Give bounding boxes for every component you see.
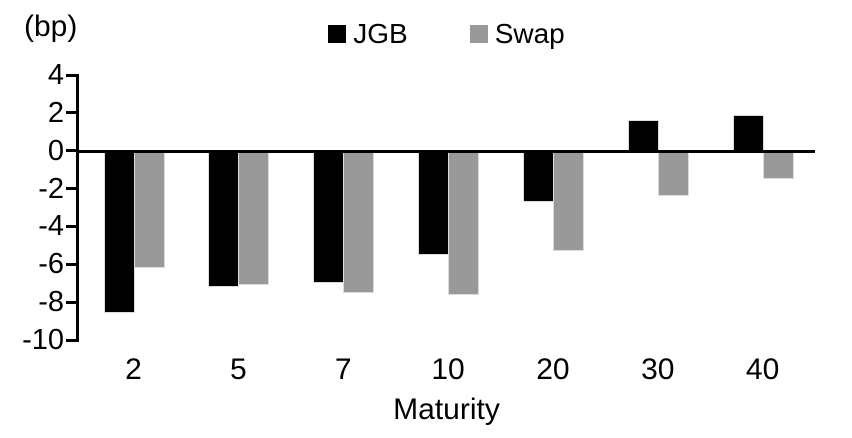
y-axis-unit-label: (bp): [24, 10, 78, 43]
x-axis-title: Maturity: [393, 393, 500, 426]
x-tick-label-10: 10: [431, 353, 465, 386]
y-tick-label: -4: [38, 210, 64, 243]
bar-jgb-7: [313, 150, 345, 284]
y-tick-label: -2: [38, 172, 64, 205]
zero-axis-line: [78, 149, 815, 153]
legend-swatch-swap: [469, 25, 488, 43]
y-tick--6: [66, 262, 76, 266]
bar-swap-10: [448, 150, 480, 295]
x-tick-label-20: 20: [536, 353, 570, 386]
y-tick--8: [66, 300, 76, 304]
x-tick-label-5: 5: [230, 353, 247, 386]
legend: JGB Swap: [78, 16, 815, 52]
y-tick-label: 0: [47, 134, 64, 167]
x-axis-labels: 2 5 7 10 20 30 40: [78, 352, 815, 388]
plot-area: [66, 73, 815, 342]
legend-label: Swap: [494, 18, 565, 49]
bar-swap-40: [762, 150, 794, 180]
bar-swap-30: [657, 150, 689, 197]
y-tick-label: 2: [47, 96, 64, 129]
y-tick-0: [66, 149, 76, 153]
bar-jgb-30: [627, 120, 659, 151]
bar-swap-2: [133, 150, 165, 269]
x-tick-label-7: 7: [334, 353, 352, 386]
legend-label: JGB: [353, 18, 408, 49]
bar-jgb-2: [103, 150, 135, 314]
x-tick-label-40: 40: [745, 353, 780, 386]
y-tick--2: [66, 187, 76, 191]
y-tick-4: [66, 73, 76, 77]
x-tick-label-2: 2: [125, 353, 142, 386]
y-tick-label: 4: [47, 59, 64, 91]
y-axis-line: [76, 74, 79, 342]
legend-item-jgb: JGB: [328, 18, 408, 50]
bar-swap-20: [552, 150, 584, 252]
y-tick--4: [66, 224, 76, 228]
legend-item-swap: Swap: [469, 18, 565, 50]
bar-jgb-10: [418, 150, 450, 255]
bar-jgb-20: [522, 150, 554, 202]
bar-swap-7: [343, 150, 375, 293]
bar-jgb-5: [208, 150, 240, 287]
y-tick-label: -10: [22, 324, 64, 356]
y-tick-label: -6: [38, 248, 64, 281]
legend-swatch-jgb: [328, 25, 347, 43]
y-tick-label: -8: [38, 286, 64, 319]
y-tick--10: [66, 338, 76, 342]
x-tick-label-30: 30: [641, 353, 675, 386]
y-tick-2: [66, 111, 76, 115]
bar-swap-5: [238, 150, 270, 286]
bar-jgb-40: [732, 114, 764, 151]
